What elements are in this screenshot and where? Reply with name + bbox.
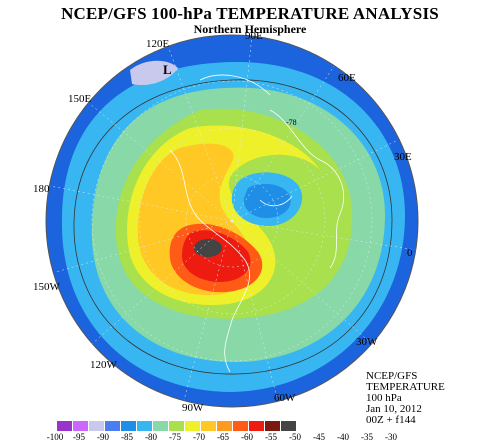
low-pressure-marker: L	[163, 62, 172, 77]
lon-label-180: 180	[33, 183, 50, 195]
colorbar-swatch	[105, 421, 121, 431]
colorbar	[57, 421, 297, 431]
colorbar-tick-label: -45	[313, 432, 325, 442]
colorbar-swatch	[233, 421, 249, 431]
info-line: Jan 10, 2012	[366, 403, 422, 415]
lon-label-120w: 120W	[90, 359, 117, 371]
colorbar-tick-label: -55	[265, 432, 277, 442]
lon-label-60w: 60W	[274, 392, 296, 404]
colorbar-swatch	[153, 421, 169, 431]
latitude-circle	[185, 174, 279, 268]
product-info: NCEP/GFS TEMPERATURE 100 hPa Jan 10, 201…	[366, 371, 445, 426]
colorbar-tick-label: -85	[121, 432, 133, 442]
temperature-field-purple	[130, 60, 178, 86]
contour-label: -78	[286, 118, 297, 127]
contour-line	[73, 79, 393, 375]
info-line: 100 hPa	[366, 392, 402, 404]
lon-label-150w: 150W	[33, 281, 60, 293]
colorbar-tick-label: -90	[97, 432, 109, 442]
temperature-field-warm-core	[194, 239, 222, 257]
colorbar-tick-label: -75	[169, 432, 181, 442]
colorbar-tick-label: -40	[337, 432, 349, 442]
colorbar-swatch	[217, 421, 233, 431]
colorbar-swatch	[73, 421, 89, 431]
colorbar-swatch	[137, 421, 153, 431]
colorbar-tick-label: -70	[193, 432, 205, 442]
lon-label-90w: 90W	[182, 402, 204, 414]
map-boundary	[45, 34, 419, 408]
colorbar-tick-label: -60	[241, 432, 253, 442]
colorbar-swatch	[281, 421, 297, 431]
colorbar-swatch	[57, 421, 73, 431]
colorbar-tick-label: -35	[361, 432, 373, 442]
colorbar-swatch	[169, 421, 185, 431]
colorbar-swatch	[265, 421, 281, 431]
temperature-field-polar-cold-core	[243, 183, 291, 218]
coastlines	[169, 74, 344, 373]
lon-label-30w: 30W	[356, 336, 378, 348]
colorbar-tick-label: -50	[289, 432, 301, 442]
map-subtitle: Northern Hemisphere	[193, 22, 307, 36]
colorbar-swatch	[121, 421, 137, 431]
lon-label-90e: 90E	[245, 30, 263, 42]
colorbar-tick-label: -30	[385, 432, 397, 442]
map-title: NCEP/GFS 100-hPa TEMPERATURE ANALYSIS	[61, 4, 439, 23]
latitude-circle	[91, 80, 373, 362]
lon-label-30e: 30E	[394, 151, 412, 163]
colorbar-swatch	[201, 421, 217, 431]
lon-label-0: 0	[407, 247, 413, 259]
colorbar-swatch	[185, 421, 201, 431]
colorbar-tick-label: -100	[46, 432, 64, 442]
latitude-circle	[138, 127, 326, 315]
colorbar-tick-label: -95	[73, 432, 85, 442]
info-line: TEMPERATURE	[366, 381, 445, 393]
lon-label-60e: 60E	[338, 72, 356, 84]
colorbar-swatch	[249, 421, 265, 431]
colorbar-swatch	[89, 421, 105, 431]
info-line: NCEP/GFS	[366, 370, 418, 382]
colorbar-tick-label: -80	[145, 432, 157, 442]
meridian-lines	[49, 35, 417, 403]
colorbar-tick-label: -65	[217, 432, 229, 442]
lon-label-120e: 120E	[146, 38, 170, 50]
lon-label-150e: 150E	[68, 93, 92, 105]
info-line: 00Z + f144	[366, 414, 416, 426]
